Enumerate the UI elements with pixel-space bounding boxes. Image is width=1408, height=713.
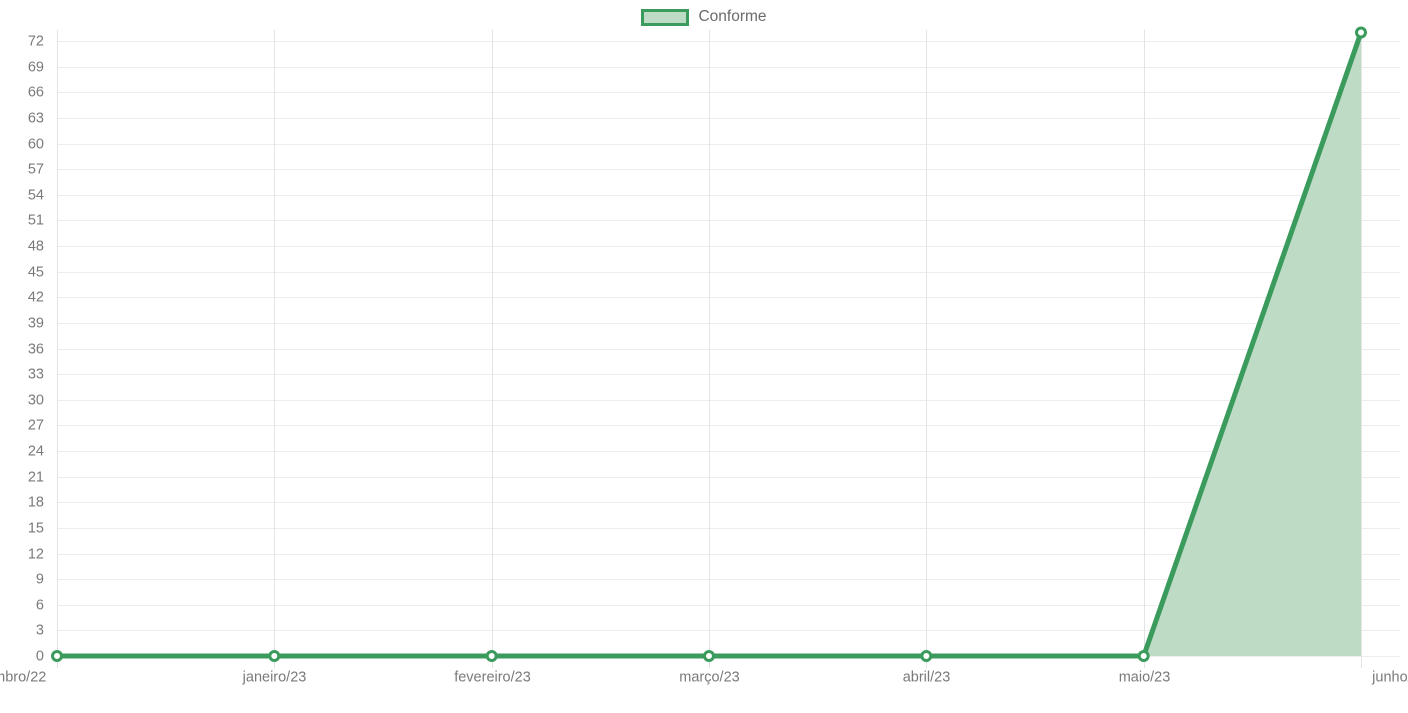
data-point-marker[interactable] — [920, 650, 933, 662]
x-axis-tick-label: maio/23 — [1119, 670, 1171, 686]
series-area-conforme — [57, 32, 1361, 656]
x-axis-tick-label: fevereiro/23 — [454, 670, 531, 686]
data-point-marker[interactable] — [1137, 650, 1150, 662]
x-axis-tick-label: janeiro/23 — [242, 670, 307, 686]
x-axis-tick-label: junho/23 — [1371, 670, 1408, 686]
y-axis-tick-label: 69 — [28, 59, 44, 75]
y-axis-tick-label: 60 — [28, 136, 44, 152]
data-point-marker[interactable] — [703, 650, 715, 662]
y-axis-tick-label: 33 — [28, 366, 44, 382]
y-axis-tick-label: 0 — [36, 648, 44, 664]
legend-item-conforme[interactable]: Conforme — [641, 8, 767, 26]
y-axis-tick-label: 39 — [28, 315, 44, 331]
y-axis-tick-label: 36 — [28, 341, 44, 357]
y-axis-tick-label: 48 — [28, 238, 44, 254]
y-axis-tick-label: 18 — [28, 494, 44, 510]
y-axis-tick-label: 63 — [28, 110, 44, 126]
legend-label: Conforme — [698, 8, 767, 26]
y-axis-tick-label: 45 — [28, 264, 44, 280]
y-axis-tick-label: 30 — [28, 392, 44, 408]
y-axis-tick-label: 42 — [28, 289, 44, 305]
y-axis-tick-label: 12 — [28, 546, 44, 562]
y-axis-tick-label: 72 — [28, 33, 44, 49]
y-axis-tick-label: 15 — [28, 520, 44, 536]
x-axis-tick-label: abril/23 — [903, 670, 951, 686]
data-point-marker[interactable] — [485, 650, 498, 662]
legend-swatch-icon — [641, 8, 690, 26]
x-axis-tick-label: março/23 — [679, 670, 739, 686]
y-axis-tick-label: 9 — [36, 571, 44, 587]
vertical-gridlines — [57, 30, 1362, 668]
y-axis-tick-label: 57 — [28, 161, 44, 177]
y-axis-tick-label: 6 — [36, 597, 44, 613]
y-axis-tick-label: 27 — [28, 417, 44, 433]
series-markers-conforme[interactable] — [51, 26, 1367, 662]
y-axis-tick-label: 54 — [28, 187, 44, 203]
y-axis-tick-label: 66 — [28, 84, 44, 100]
data-point-marker[interactable] — [51, 650, 63, 662]
x-axis-tick-labels: dezembro/22 janeiro/23 fevereiro/23 março/2… — [0, 670, 1408, 686]
y-axis-tick-label: 3 — [36, 622, 44, 638]
y-axis-tick-labels: 0369121518212427303336394245485154576063… — [28, 33, 44, 664]
y-axis-tick-label: 21 — [28, 469, 44, 485]
y-axis-tick-label: 24 — [28, 443, 44, 459]
chart-legend: Conforme — [0, 0, 1408, 34]
x-axis-tick-label: dezembro/22 — [0, 670, 46, 686]
data-point-marker[interactable] — [268, 650, 281, 662]
data-point-marker[interactable] — [1355, 26, 1367, 39]
y-axis-tick-label: 51 — [28, 212, 44, 228]
